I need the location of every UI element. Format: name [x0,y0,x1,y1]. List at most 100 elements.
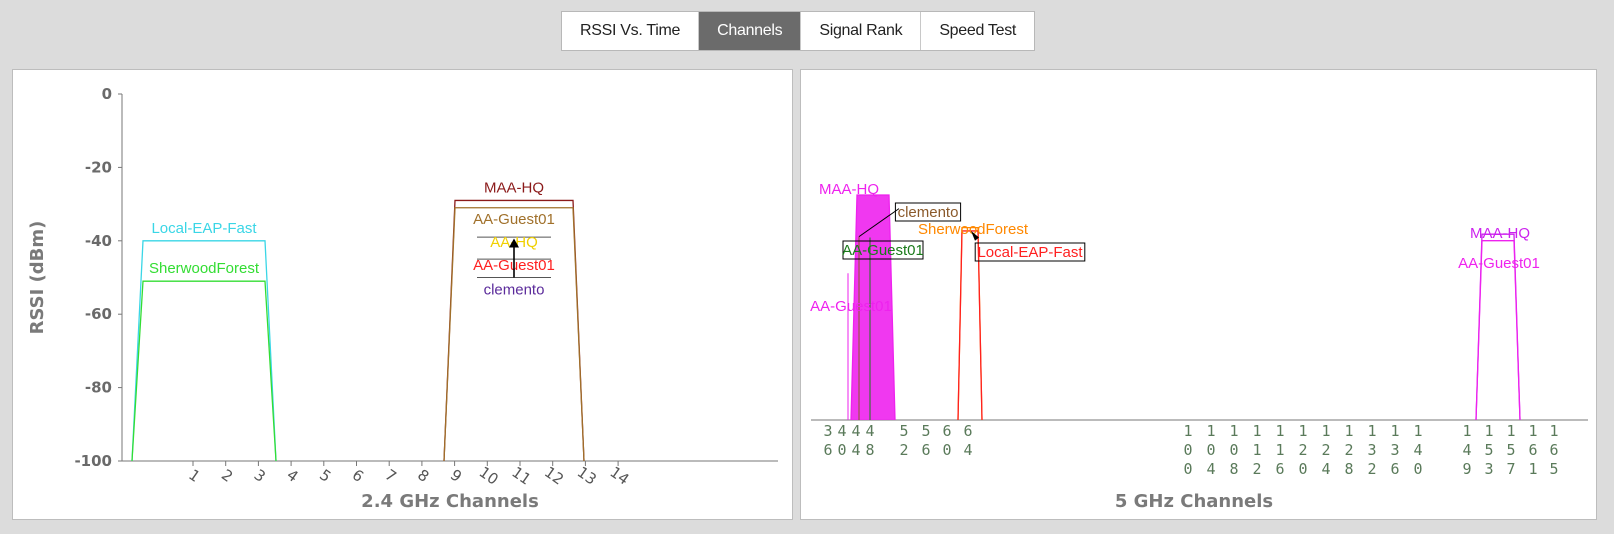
x-axis-title: 2.4 GHz Channels [361,491,539,512]
x-tick-label-digit: 1 [1528,460,1537,478]
x-tick-label-digit: 4 [1413,441,1422,459]
x-tick-label-digit: 3 [1390,441,1399,459]
x-tick-label-digit: 0 [1183,460,1192,478]
network-label: clemento [484,282,545,299]
x-tick-label-digit: 2 [1367,460,1376,478]
x-tick-label-digit: 5 [899,422,908,440]
x-tick-label-digit: 0 [942,441,951,459]
x-tick-label: 13 [574,463,600,489]
x-tick-label-digit: 2 [1344,441,1353,459]
x-tick-label-digit: 8 [1344,460,1353,478]
x-tick-label-digit: 1 [1183,422,1192,440]
x-tick-label-digit: 1 [1549,422,1558,440]
network-trace [1475,240,1521,421]
chart-2-4ghz-panel: 0 -20 -40 -60 -80 -100 1 2 3 4 5 6 7 8 9 10 11 12 13 14 RSSI… [12,69,793,520]
x-tick-label: 11 [508,463,534,489]
tab-rssi-vs-time[interactable]: RSSI Vs. Time [562,12,700,50]
network-trace [850,194,896,421]
x-tick-label-digit: 4 [1206,460,1215,478]
x-tick-label-digit: 4 [865,422,874,440]
network-trace [443,207,585,462]
x-tick-label: 1 [185,466,203,486]
tab-channels[interactable]: Channels [699,12,802,50]
x-tick-label-digit: 2 [1252,460,1261,478]
x-tick-label-digit: 4 [1321,460,1330,478]
y-tick-label: -80 [85,379,112,397]
view-tabs: RSSI Vs. Time Channels Signal Rank Speed… [561,11,1036,51]
x-tick-label-digit: 6 [921,441,930,459]
x-tick-label-digit: 4 [851,441,860,459]
x-tick-label: 12 [541,463,567,489]
y-tick-label: -100 [74,452,112,470]
x-tick-label-digit: 8 [865,441,874,459]
x-tick-label-digit: 1 [1229,422,1238,440]
x-tick-label-digit: 1 [1275,441,1284,459]
x-tick-label-digit: 2 [1321,441,1330,459]
network-label: SherwoodForest [149,260,260,277]
network-label: AA-Guest01 [842,242,924,259]
x-tick-label: 7 [382,466,400,486]
network-label: AA-Guest01 [810,298,892,315]
x-tick-label-digit: 4 [963,441,972,459]
network-label: SherwoodForest [918,221,1029,238]
x-tick-label-digit: 6 [1390,460,1399,478]
y-tick-label: -40 [85,232,112,250]
network-label: MAA-HQ [819,181,879,198]
x-tick-label-digit: 0 [1206,441,1215,459]
x-tick-label-digit: 1 [1344,422,1353,440]
x-tick-label-digit: 1 [1367,422,1376,440]
x-tick-label-digit: 0 [1229,441,1238,459]
tab-speed-test[interactable]: Speed Test [921,12,1035,50]
x-tick-label-digit: 1 [1206,422,1215,440]
x-tick-label: 14 [607,463,633,489]
network-label: Local-EAP-Fast [151,220,257,237]
network-trace [957,230,983,421]
network-label: Local-EAP-Fast [977,244,1083,261]
x-tick-label-digit: 3 [1484,460,1493,478]
x-tick-label-digit: 6 [963,422,972,440]
x-tick-label-digit: 5 [1549,460,1558,478]
x-tick-label: 2 [218,466,236,486]
x-tick-label-digit: 6 [1275,460,1284,478]
x-tick-label-digit: 9 [1462,460,1471,478]
tab-signal-rank[interactable]: Signal Rank [801,12,922,50]
x-tick-label: 8 [414,466,432,486]
x-tick-label-digit: 2 [1298,441,1307,459]
x-tick-label-digit: 5 [921,422,930,440]
x-tick-label-digit: 6 [1528,441,1537,459]
label-box [842,240,924,260]
x-tick-label-digit: 1 [1252,441,1261,459]
network-label: AA-Guest01 [473,211,555,228]
callout-line [858,208,900,238]
network-label: MAA-HQ [1470,225,1530,242]
x-tick-label: 6 [349,466,367,486]
x-tick-label: 5 [316,466,334,486]
y-tick-label: -60 [85,305,112,323]
x-tick-label-digit: 1 [1462,422,1471,440]
x-tick-label-digit: 7 [1506,460,1515,478]
x-tick-label-digit: 0 [1298,460,1307,478]
x-tick-label-digit: 1 [1484,422,1493,440]
x-tick-label-digit: 3 [823,422,832,440]
x-tick-label-digit: 1 [1506,422,1515,440]
x-tick-label-digit: 1 [1275,422,1284,440]
network-trace [131,280,277,462]
x-tick-label-digit: 1 [1321,422,1330,440]
network-label: AA-Guest01 [1458,255,1540,272]
label-box [894,202,962,222]
x-tick-label-digit: 4 [1462,441,1471,459]
x-tick-label-digit: 3 [1367,441,1376,459]
x-tick-label-digit: 1 [1413,422,1422,440]
x-tick-label: 9 [447,466,465,486]
chart-5ghz: 3640444852566064100104108112116120124128… [810,181,1588,512]
x-tick-label-digit: 6 [942,422,951,440]
x-tick-label-digit: 2 [899,441,908,459]
x-tick-label-digit: 1 [1390,422,1399,440]
x-tick-label-digit: 6 [1549,441,1558,459]
x-axis-title: 5 GHz Channels [1115,491,1273,512]
x-tick-label-digit: 1 [1298,422,1307,440]
y-tick-label: 0 [102,85,112,103]
x-tick-label-digit: 6 [823,441,832,459]
